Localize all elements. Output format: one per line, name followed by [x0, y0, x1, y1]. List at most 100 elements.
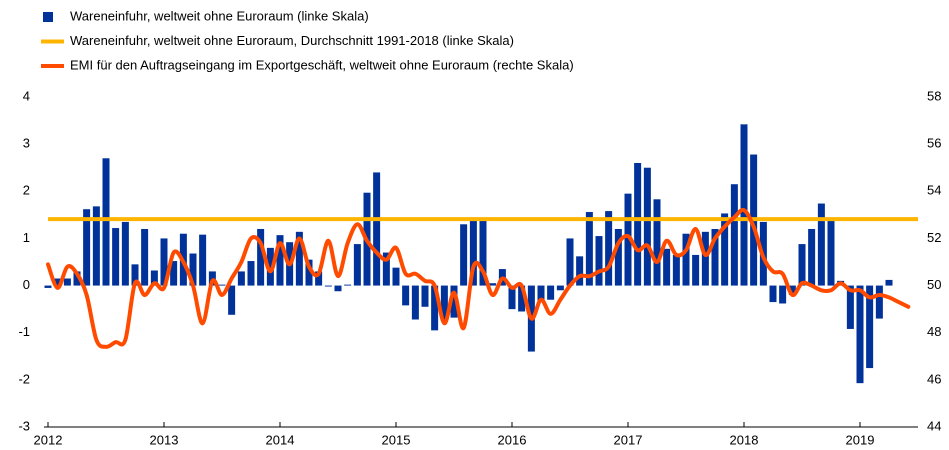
bar	[382, 252, 390, 286]
bar	[508, 285, 516, 310]
bar	[682, 233, 690, 286]
bar	[460, 224, 468, 286]
bar	[856, 285, 864, 384]
bar	[585, 212, 593, 286]
legend-label: Wareneinfuhr, weltweit ohne Euroraum, Du…	[70, 33, 514, 48]
bar	[295, 231, 303, 286]
bar	[711, 229, 719, 286]
bar	[353, 244, 361, 286]
bar	[150, 270, 158, 286]
y2-tick-label: 46	[927, 371, 941, 386]
bar	[866, 285, 874, 369]
bar	[701, 231, 709, 286]
bar	[218, 284, 226, 286]
bar	[402, 285, 410, 306]
bar	[614, 229, 622, 286]
bar	[643, 167, 651, 286]
bar	[392, 267, 400, 286]
bar	[160, 238, 168, 286]
bar	[779, 285, 787, 304]
bar	[266, 247, 274, 286]
bar	[440, 285, 448, 321]
bar	[846, 285, 854, 329]
y-tick-label: 4	[23, 88, 30, 103]
bar	[102, 158, 110, 286]
x-tick-label: 2017	[614, 432, 643, 447]
bar	[798, 244, 806, 286]
x-tick-label: 2015	[382, 432, 411, 447]
bar	[334, 285, 342, 292]
bar	[112, 228, 120, 286]
legend-label: Wareneinfuhr, weltweit ohne Euroraum (li…	[70, 8, 369, 23]
legend-swatch	[43, 12, 53, 22]
bar	[373, 172, 381, 286]
bar	[73, 271, 81, 286]
bar	[556, 285, 564, 291]
bar	[54, 278, 62, 286]
bar	[170, 261, 178, 286]
bar	[199, 234, 207, 286]
bar	[721, 213, 729, 286]
bar	[653, 199, 661, 286]
line	[46, 207, 911, 349]
y2-tick-label: 52	[927, 230, 941, 245]
bar	[44, 285, 52, 288]
y-tick-label: 1	[23, 230, 30, 245]
bar	[237, 271, 245, 286]
bar	[324, 285, 332, 287]
y2-tick-label: 44	[927, 418, 941, 433]
bar	[411, 285, 419, 320]
bar	[827, 220, 835, 286]
bar	[305, 259, 313, 286]
bar	[421, 285, 429, 307]
bar	[228, 285, 236, 315]
bar	[547, 285, 555, 300]
bar	[257, 229, 265, 286]
bar	[141, 229, 149, 286]
x-tick-label: 2019	[846, 432, 875, 447]
bar	[189, 253, 197, 286]
y2-tick-label: 48	[927, 324, 941, 339]
bar	[885, 279, 893, 286]
bar	[817, 203, 825, 286]
y-tick-label: 2	[23, 183, 30, 198]
bar	[83, 209, 91, 286]
bar	[489, 283, 497, 286]
bar	[595, 236, 603, 286]
y2-tick-label: 54	[927, 183, 941, 198]
bar	[634, 163, 642, 286]
bar	[605, 211, 613, 286]
bar	[730, 184, 738, 286]
bar	[131, 264, 139, 286]
bar	[692, 254, 700, 286]
y-tick-label: -1	[18, 324, 30, 339]
x-tick-label: 2013	[150, 432, 179, 447]
bar	[315, 271, 323, 286]
bar	[624, 193, 632, 286]
bar	[566, 238, 574, 286]
x-tick-label: 2016	[498, 432, 527, 447]
bar	[276, 235, 284, 286]
bar	[469, 220, 477, 286]
bar	[518, 285, 526, 312]
bar	[450, 285, 458, 318]
bar	[875, 285, 883, 319]
bar	[788, 285, 796, 295]
bar	[344, 284, 352, 286]
y2-tick-label: 50	[927, 277, 941, 292]
bar	[431, 285, 439, 331]
bar	[769, 285, 777, 303]
bar	[537, 285, 545, 301]
x-tick-label: 2012	[34, 432, 63, 447]
y-tick-label: 0	[23, 277, 30, 292]
y2-tick-label: 56	[927, 136, 941, 151]
bar	[479, 220, 487, 286]
bar	[63, 278, 71, 286]
bar	[247, 261, 255, 286]
bar	[663, 248, 671, 286]
y-tick-label: 3	[23, 136, 30, 151]
y2-tick-label: 58	[927, 88, 941, 103]
legend-label: EMI für den Auftragseingang im Exportges…	[70, 57, 574, 72]
bar	[121, 221, 129, 286]
